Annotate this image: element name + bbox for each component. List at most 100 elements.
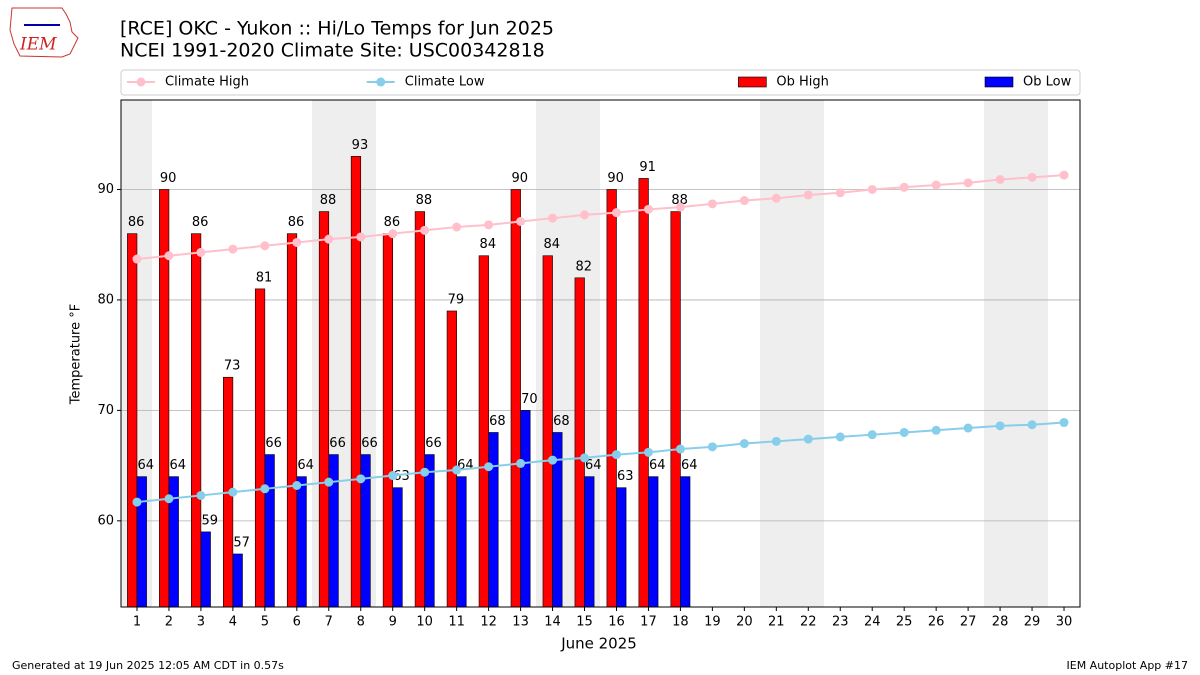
x-tick-label: 19 <box>704 615 721 630</box>
bar <box>350 156 362 608</box>
line-marker <box>867 430 877 440</box>
y-tick-label: 60 <box>97 513 114 528</box>
line-marker <box>899 427 909 437</box>
line-marker <box>228 244 238 254</box>
bar <box>456 476 467 608</box>
data-label: 90 <box>607 171 624 186</box>
bar <box>191 233 202 608</box>
data-label: 82 <box>575 259 592 274</box>
data-label: 73 <box>224 359 241 374</box>
line-marker <box>643 204 653 214</box>
bar <box>648 476 659 608</box>
data-label: 63 <box>393 469 410 484</box>
x-tick-label: 12 <box>480 615 497 630</box>
legend-swatch <box>984 76 1014 88</box>
bar <box>254 288 266 608</box>
bar <box>232 553 243 608</box>
data-label: 59 <box>201 513 218 528</box>
line-marker <box>963 423 973 433</box>
bar <box>606 189 617 608</box>
legend-swatch <box>136 77 146 87</box>
line-marker <box>548 455 558 465</box>
line-marker <box>420 225 430 235</box>
x-tick-label: 8 <box>357 615 365 630</box>
line-marker <box>931 425 941 435</box>
y-tick-label: 90 <box>97 182 114 197</box>
bar <box>616 487 627 608</box>
data-label: 66 <box>425 436 442 451</box>
footer-left: Generated at 19 Jun 2025 12:05 AM CDT in… <box>12 659 284 672</box>
data-label: 66 <box>265 436 282 451</box>
line-marker <box>548 213 558 223</box>
data-label: 64 <box>138 458 155 473</box>
logo: IEM <box>9 7 79 58</box>
bar <box>296 476 307 608</box>
line-marker <box>420 467 430 477</box>
line-marker <box>931 180 941 190</box>
line-marker <box>260 484 270 494</box>
legend-swatch <box>738 76 767 88</box>
line-marker <box>611 208 621 218</box>
bar <box>424 454 435 608</box>
line-marker <box>228 487 238 497</box>
logo-text: IEM <box>19 35 57 55</box>
x-tick-label: 15 <box>576 615 593 630</box>
line-marker <box>484 462 494 472</box>
line-marker <box>739 196 749 206</box>
data-label: 66 <box>329 436 346 451</box>
x-tick-label: 2 <box>165 615 173 630</box>
data-label: 64 <box>681 458 698 473</box>
chart-subtitle: NCEI 1991-2020 Climate Site: USC00342818 <box>120 40 545 62</box>
line-marker <box>707 442 717 452</box>
line-marker <box>516 217 526 227</box>
x-tick-label: 14 <box>544 615 561 630</box>
data-label: 64 <box>297 458 314 473</box>
bar <box>136 476 147 608</box>
x-tick-label: 7 <box>325 615 333 630</box>
x-tick-label: 30 <box>1056 615 1073 630</box>
legend-label: Ob Low <box>1023 75 1072 90</box>
bar <box>264 454 275 608</box>
line-marker <box>803 190 813 200</box>
line-marker <box>260 241 270 251</box>
line-marker <box>1059 170 1069 180</box>
y-tick-label: 80 <box>97 292 114 307</box>
x-tick-label: 5 <box>261 615 269 630</box>
bar <box>286 233 298 608</box>
data-label: 86 <box>384 215 401 230</box>
line-marker <box>324 234 334 244</box>
data-label: 63 <box>617 469 634 484</box>
x-tick-label: 27 <box>960 615 977 630</box>
data-label: 70 <box>521 392 538 407</box>
bar <box>382 233 394 608</box>
line-marker <box>803 434 813 444</box>
line-marker <box>388 471 398 481</box>
x-tick-label: 9 <box>389 615 397 630</box>
data-label: 68 <box>489 414 506 429</box>
bar <box>510 189 521 608</box>
x-tick-label: 13 <box>512 615 529 630</box>
line-marker <box>611 450 621 460</box>
x-tick-label: 6 <box>293 615 301 630</box>
x-tick-label: 29 <box>1024 615 1041 630</box>
line-marker <box>1059 418 1069 428</box>
y-tick-label: 70 <box>97 403 114 418</box>
weekend-band <box>760 100 824 607</box>
line-marker <box>771 436 781 446</box>
line-marker <box>292 480 302 490</box>
line-marker <box>388 229 398 239</box>
line-marker <box>356 232 366 242</box>
x-tick-label: 25 <box>896 615 913 630</box>
line-marker <box>1027 420 1037 430</box>
bar <box>318 211 330 608</box>
bar <box>414 211 425 608</box>
line-marker <box>356 474 366 484</box>
x-axis-label: June 2025 <box>560 635 637 653</box>
legend-box <box>120 69 1081 96</box>
data-label: 57 <box>233 535 250 550</box>
bar <box>488 432 499 608</box>
line-marker <box>643 447 653 457</box>
data-label: 68 <box>553 414 570 429</box>
legend: Climate High Climate Low Ob High Ob Low <box>120 69 1081 96</box>
